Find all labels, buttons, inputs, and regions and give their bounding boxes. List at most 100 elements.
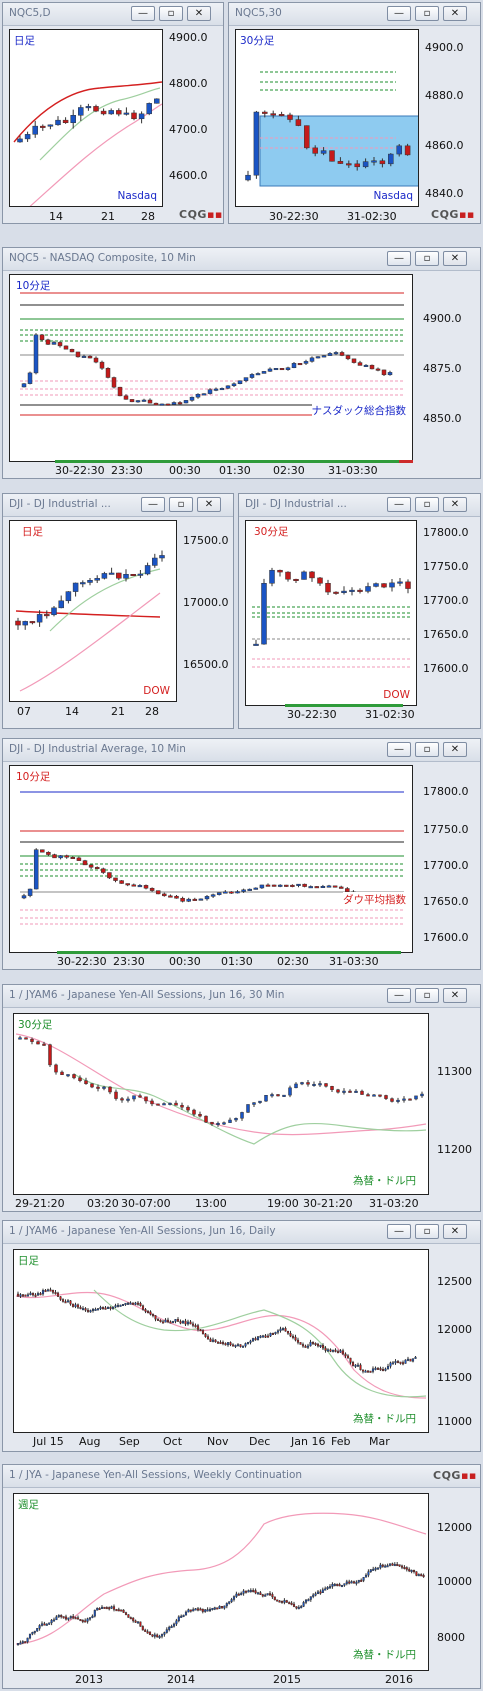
price-plot[interactable]: 10分足 ナスダック総合指数: [9, 274, 413, 462]
y-tick: 4900.0: [423, 312, 462, 325]
y-tick: 17650.0: [423, 628, 469, 641]
close-button[interactable]: ✕: [443, 742, 467, 757]
close-button[interactable]: ✕: [443, 1224, 467, 1239]
minimize-button[interactable]: —: [141, 497, 165, 512]
close-button[interactable]: ✕: [443, 6, 467, 21]
candle: [165, 403, 171, 406]
minimize-button[interactable]: —: [131, 6, 155, 21]
chart-window-jpy-30min[interactable]: 1 / JYAM6 - Japanese Yen-All Sessions, J…: [2, 984, 481, 1212]
chart-window-nq-daily[interactable]: NQC5,D — ▫ ✕ 日足 Nasdaq 4900.0 4800.0 470…: [2, 2, 224, 224]
chart-window-dji-10min[interactable]: DJI - DJ Industrial Average, 10 Min — ▫ …: [2, 738, 481, 970]
price-plot[interactable]: 日足 Nasdaq: [9, 29, 163, 207]
candle: [314, 1342, 317, 1345]
candle: [247, 1590, 250, 1593]
title-bar[interactable]: 1 / JYAM6 - Japanese Yen-All Sessions, J…: [3, 985, 480, 1008]
window-title: 1 / JYAM6 - Japanese Yen-All Sessions, J…: [9, 1225, 276, 1237]
close-button[interactable]: ✕: [443, 251, 467, 266]
chart-window-nq-10min[interactable]: NQC5 - NASDAQ Composite, 10 Min — ▫ ✕ 10…: [2, 247, 481, 479]
candle: [357, 589, 363, 592]
x-tick: 01:30: [219, 464, 251, 477]
candle: [26, 1637, 29, 1643]
title-bar[interactable]: NQC5,D — ▫ ✕: [3, 3, 223, 26]
price-plot[interactable]: 週足 為替・ドル円: [13, 1493, 429, 1671]
restore-button[interactable]: ▫: [169, 497, 193, 512]
candle: [296, 1339, 300, 1343]
restore-button[interactable]: ▫: [415, 6, 439, 21]
candle: [74, 1617, 77, 1620]
candle: [204, 1115, 208, 1123]
candle: [297, 363, 303, 366]
candle: [266, 1593, 269, 1596]
candle: [216, 892, 222, 895]
candle: [337, 161, 344, 164]
x-tick: 00:30: [169, 955, 201, 968]
candle: [391, 1563, 394, 1566]
chart-window-nq-30min[interactable]: NQC5,30 — ▫ ✕ 30分足 Nasdaq 4900.0 4880.0 …: [228, 2, 481, 224]
candle: [288, 1087, 292, 1096]
chart-window-jpy-weekly[interactable]: 1 / JYA - Japanese Yen-All Sessions, Wee…: [2, 1464, 481, 1689]
candle: [343, 1583, 346, 1586]
restore-button[interactable]: ▫: [415, 1224, 439, 1239]
title-bar[interactable]: 1 / JYAM6 - Japanese Yen-All Sessions, J…: [3, 1221, 480, 1244]
price-plot[interactable]: 日足 為替・ドル円: [13, 1249, 429, 1433]
close-button[interactable]: ✕: [443, 497, 467, 512]
price-plot[interactable]: 30分足 為替・ドル円: [13, 1013, 429, 1195]
title-bar[interactable]: NQC5,30 — ▫ ✕: [229, 3, 480, 26]
close-button[interactable]: ✕: [187, 6, 211, 21]
candle: [360, 1579, 363, 1582]
candle: [348, 1581, 351, 1584]
title-bar[interactable]: NQC5 - NASDAQ Composite, 10 Min — ▫ ✕: [3, 248, 480, 271]
candle: [249, 374, 255, 378]
candle: [94, 867, 100, 870]
candle: [314, 886, 320, 889]
close-button[interactable]: ✕: [443, 988, 467, 1003]
title-bar[interactable]: 1 / JYA - Japanese Yen-All Sessions, Wee…: [3, 1465, 480, 1488]
restore-button[interactable]: ▫: [415, 988, 439, 1003]
candle: [101, 573, 108, 579]
candle: [219, 388, 225, 391]
minimize-button[interactable]: —: [387, 497, 411, 512]
restore-button[interactable]: ▫: [159, 6, 183, 21]
candle: [99, 361, 105, 369]
candle: [116, 110, 122, 115]
title-bar[interactable]: DJI - DJ Industrial ... — ▫ ✕: [3, 494, 233, 517]
chart-window-dji-30min[interactable]: DJI - DJ Industrial ... — ▫ ✕ 30分足 DOW 1…: [238, 493, 481, 729]
candle: [271, 1594, 274, 1598]
restore-button[interactable]: ▫: [415, 251, 439, 266]
candle: [40, 125, 46, 128]
candle: [147, 399, 153, 404]
close-button[interactable]: ✕: [197, 497, 221, 512]
title-bar[interactable]: DJI - DJ Industrial Average, 10 Min — ▫ …: [3, 739, 480, 762]
minimize-button[interactable]: —: [387, 251, 411, 266]
y-tick: 17650.0: [423, 895, 469, 908]
candle: [179, 1321, 182, 1324]
price-plot[interactable]: 10分足 ダウ平均指数: [9, 765, 413, 953]
candle: [152, 557, 158, 566]
candle: [162, 893, 167, 897]
price-plot[interactable]: 日足 DOW: [9, 520, 177, 702]
minimize-button[interactable]: —: [387, 742, 411, 757]
x-tick: 30-07:00: [121, 1197, 171, 1210]
candle: [219, 1342, 222, 1345]
candle: [129, 1302, 132, 1305]
minimize-button[interactable]: —: [387, 6, 411, 21]
price-plot[interactable]: 30分足 Nasdaq: [235, 29, 419, 207]
candle: [36, 614, 43, 623]
candle: [69, 1300, 72, 1305]
minimize-button[interactable]: —: [387, 988, 411, 1003]
price-plot[interactable]: 30分足 DOW: [245, 520, 417, 706]
candle: [201, 393, 207, 396]
candle: [339, 1350, 342, 1353]
restore-button[interactable]: ▫: [415, 497, 439, 512]
candle: [134, 1302, 137, 1305]
restore-button[interactable]: ▫: [415, 742, 439, 757]
candle: [244, 1590, 248, 1593]
candle: [24, 1037, 28, 1040]
chart-window-jpy-daily[interactable]: 1 / JYAM6 - Japanese Yen-All Sessions, J…: [2, 1220, 481, 1452]
title-bar[interactable]: DJI - DJ Industrial ... — ▫ ✕: [239, 494, 480, 517]
chart-window-dji-daily[interactable]: DJI - DJ Industrial ... — ▫ ✕ 日足 DOW 175…: [2, 493, 234, 729]
minimize-button[interactable]: —: [387, 1224, 411, 1239]
candle: [280, 1600, 284, 1603]
candle: [141, 399, 147, 402]
candle: [117, 386, 123, 397]
